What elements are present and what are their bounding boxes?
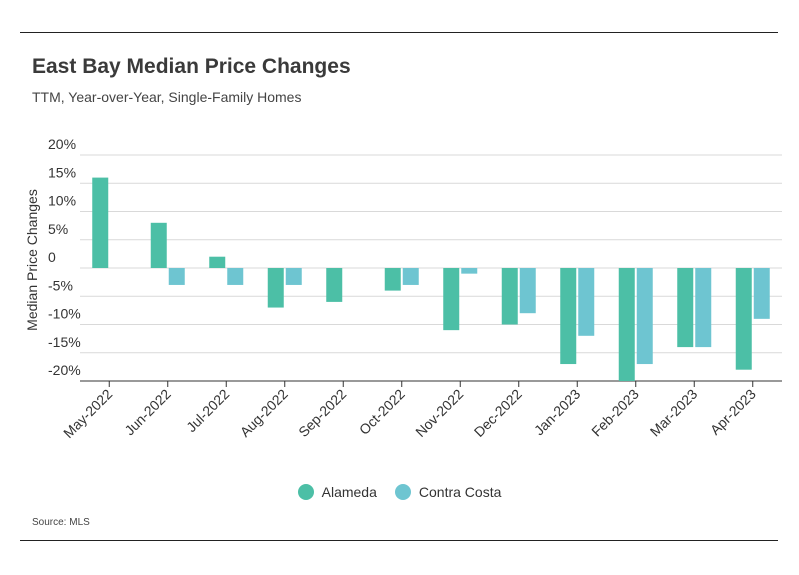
x-tick-label: Jan-2023 (531, 386, 584, 439)
bar-contra-costa (227, 268, 244, 285)
bar-contra-costa (753, 268, 770, 319)
y-tick-label: 0 (48, 249, 56, 265)
bar-contra-costa (695, 268, 712, 348)
chart-title: East Bay Median Price Changes (32, 55, 351, 78)
bar-alameda (150, 222, 167, 268)
x-tick-label: May-2022 (60, 386, 115, 441)
y-tick-label: 10% (48, 193, 76, 209)
bar-contra-costa (636, 268, 653, 365)
bar-alameda (443, 268, 460, 331)
chart-subtitle: TTM, Year-over-Year, Single-Family Homes (32, 89, 302, 105)
y-tick-label: -20% (48, 362, 81, 378)
legend-item-alameda: Alameda (297, 484, 377, 500)
bar-contra-costa (402, 268, 419, 285)
x-tick-label: Aug-2022 (237, 386, 291, 440)
y-tick-label: 20% (48, 136, 76, 152)
bar-alameda (92, 177, 109, 268)
legend-label-contra-costa: Contra Costa (418, 484, 502, 500)
bar-contra-costa (461, 268, 478, 274)
bar-alameda (560, 268, 577, 365)
y-tick-label: -10% (48, 306, 81, 322)
bar-contra-costa (519, 268, 536, 314)
legend-item-contra-costa: Contra Costa (394, 484, 502, 500)
legend-swatch-alameda (297, 484, 314, 500)
bar-alameda (735, 268, 752, 370)
y-tick-label: -5% (48, 277, 73, 293)
bar-alameda (501, 268, 518, 325)
bar-alameda (326, 268, 343, 302)
legend: Alameda Contra Costa (0, 484, 799, 500)
y-tick-label: 5% (48, 221, 68, 237)
x-tick-label: Jul-2022 (183, 386, 232, 435)
bar-alameda (209, 256, 226, 268)
y-axis-label: Median Price Changes (24, 189, 40, 331)
x-tick-label: Sep-2022 (295, 386, 349, 440)
bottom-rule (20, 540, 778, 541)
y-tick-label: -15% (48, 334, 81, 350)
legend-label-alameda: Alameda (321, 484, 377, 500)
source-note: Source: MLS (32, 517, 90, 528)
legend-swatch-contra-costa (394, 484, 411, 500)
x-tick-label: Nov-2022 (412, 386, 466, 440)
y-tick-label: 15% (48, 164, 76, 180)
bar-alameda (618, 268, 635, 381)
x-tick-label: Jun-2022 (121, 386, 174, 439)
bar-contra-costa (168, 268, 185, 285)
x-tick-label: Feb-2023 (588, 386, 642, 440)
bar-alameda (677, 268, 694, 348)
x-tick-label: Oct-2022 (356, 386, 408, 438)
bar-contra-costa (285, 268, 302, 285)
x-tick-label: Apr-2023 (707, 386, 759, 438)
bar-alameda (384, 268, 401, 291)
bar-alameda (267, 268, 284, 308)
x-tick-label: Dec-2022 (471, 386, 525, 440)
top-rule (20, 32, 778, 33)
x-tick-label: Mar-2023 (647, 386, 701, 440)
bar-contra-costa (578, 268, 595, 336)
